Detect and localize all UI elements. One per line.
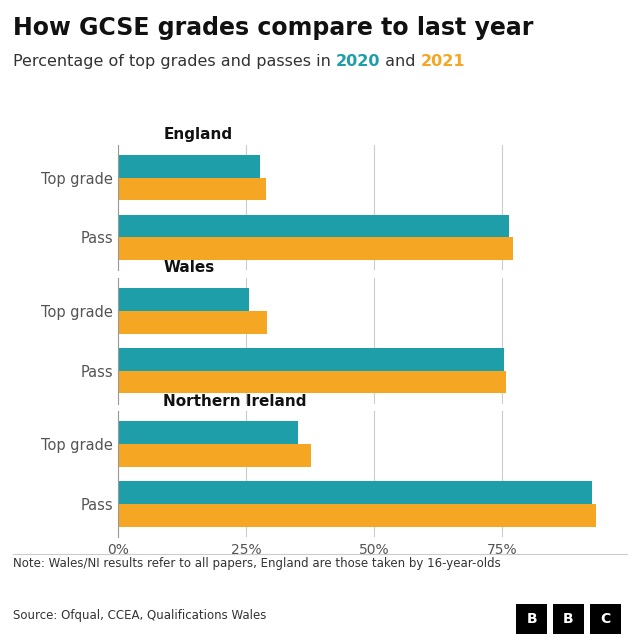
Text: C: C [600, 612, 611, 626]
Text: Note: Wales/NI results refer to all papers, England are those taken by 16-year-o: Note: Wales/NI results refer to all pape… [13, 557, 500, 570]
FancyBboxPatch shape [554, 604, 584, 634]
Bar [118, 422, 298, 444]
Bar [118, 504, 596, 527]
Bar [118, 348, 504, 371]
Bar [118, 237, 513, 260]
Bar [118, 371, 506, 394]
Bar [118, 311, 268, 333]
Text: How GCSE grades compare to last year: How GCSE grades compare to last year [13, 16, 533, 40]
Text: Percentage of top grades and passes in: Percentage of top grades and passes in [13, 54, 336, 69]
Text: B: B [526, 612, 537, 626]
Text: 2020: 2020 [336, 54, 380, 69]
Bar [118, 481, 592, 504]
Bar [118, 214, 509, 237]
Text: Source: Ofqual, CCEA, Qualifications Wales: Source: Ofqual, CCEA, Qualifications Wal… [13, 609, 266, 622]
Text: Northern Ireland: Northern Ireland [163, 394, 307, 409]
Text: B: B [563, 612, 574, 626]
FancyBboxPatch shape [516, 604, 547, 634]
Bar [118, 155, 260, 177]
Text: Wales: Wales [163, 260, 214, 275]
Bar [118, 444, 311, 467]
Bar [118, 177, 266, 200]
Text: 2021: 2021 [421, 54, 465, 69]
Bar [118, 288, 249, 311]
Text: and: and [380, 54, 421, 69]
FancyBboxPatch shape [590, 604, 621, 634]
Text: England: England [163, 127, 232, 142]
